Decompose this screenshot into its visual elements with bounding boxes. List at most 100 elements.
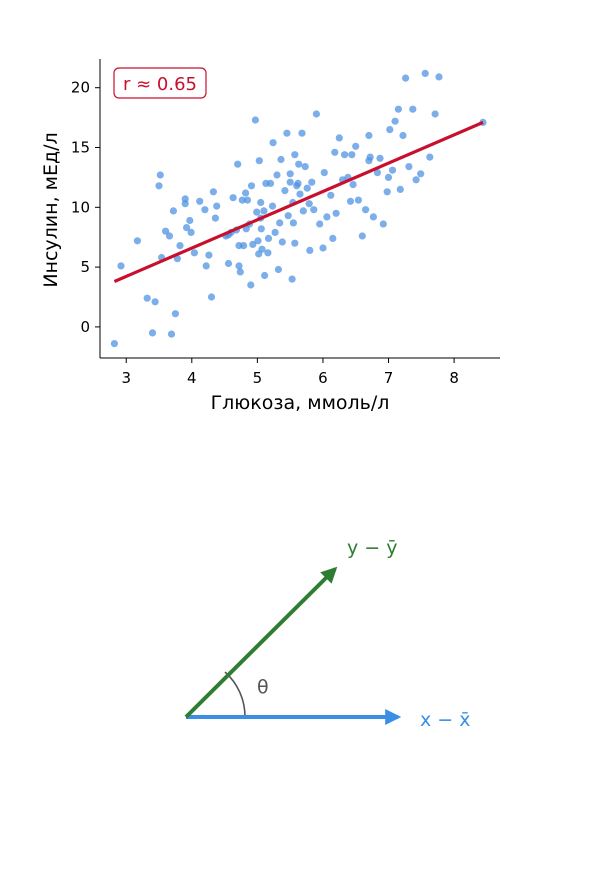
scatter-point [190, 249, 198, 257]
scatter-points [110, 69, 487, 348]
scatter-point [181, 200, 189, 208]
scatter-point [258, 245, 266, 253]
scatter-point [312, 110, 320, 118]
scatter-point [298, 129, 306, 137]
scatter-point [209, 188, 217, 196]
scatter-point [296, 190, 304, 198]
scatter-point [286, 178, 294, 186]
scatter-point [310, 206, 318, 214]
y-tick-label: 15 [71, 139, 90, 157]
scatter-point [247, 182, 256, 190]
scatter-point [281, 187, 289, 195]
scatter-point [286, 170, 294, 178]
scatter-point [183, 224, 191, 232]
scatter-point [224, 259, 233, 268]
scatter-point [162, 227, 170, 235]
y-tick-label: 0 [80, 318, 90, 336]
scatter-point [303, 184, 311, 192]
scatter-point [426, 153, 434, 161]
scatter-point [260, 207, 268, 215]
scatter-point [257, 225, 265, 233]
scatter-point [341, 151, 349, 159]
scatter-point [238, 196, 246, 204]
scatter-point [268, 202, 277, 210]
scatter-point [271, 228, 279, 236]
scatter-point [151, 298, 159, 306]
scatter-point [201, 206, 209, 214]
angle-label: θ [257, 676, 269, 698]
scatter-point [388, 166, 397, 174]
scatter-point [249, 240, 257, 248]
scatter-point [335, 134, 343, 142]
scatter-point [288, 275, 296, 283]
scatter-point [362, 206, 370, 214]
regression-line [113, 120, 484, 283]
scatter-point [391, 117, 399, 125]
x-tick-label: 6 [318, 369, 328, 387]
scatter-point [327, 191, 335, 199]
scatter-point [196, 197, 204, 205]
scatter-point [417, 170, 425, 178]
scatter-point [167, 330, 176, 338]
scatter-point [301, 163, 309, 171]
vector-y-label: y − ȳ [347, 537, 398, 559]
scatter-point [243, 196, 252, 204]
scatter-point [358, 232, 366, 240]
scatter-point [435, 73, 443, 81]
scatter-point [155, 182, 163, 190]
scatter-point [379, 220, 387, 228]
scatter-point [383, 188, 391, 196]
scatter-point [240, 242, 248, 250]
scatter-point [299, 207, 307, 215]
scatter-point [176, 242, 184, 250]
y-tick-label: 20 [71, 79, 90, 97]
scatter-point [253, 208, 261, 216]
scatter-point [264, 234, 273, 242]
scatter-point [348, 151, 356, 159]
scatter-point [284, 212, 292, 220]
scatter-point [156, 171, 164, 179]
x-tick-label: 8 [449, 369, 459, 387]
scatter-point [266, 179, 275, 187]
scatter-chart: 3 4 5 6 7 8 0 5 10 15 20 Глюкоза, ммоль/л Инсулин… [40, 59, 500, 414]
scatter-point [289, 219, 297, 227]
y-axis-label: Инсулин, мЕд/л [40, 132, 62, 287]
scatter-point [186, 216, 194, 225]
y-tick-label: 5 [80, 258, 90, 276]
scatter-point [205, 251, 213, 259]
scatter-point [236, 268, 244, 276]
scatter-point [354, 196, 362, 204]
scatter-point [117, 262, 125, 270]
scatter-point [247, 281, 255, 289]
scatter-point [295, 160, 303, 168]
vector-y-arrow [184, 566, 338, 719]
x-ticks: 3 4 5 6 7 8 [121, 358, 459, 387]
scatter-point [402, 74, 410, 82]
scatter-point [365, 157, 373, 165]
scatter-point [320, 169, 328, 177]
y-tick-label: 10 [71, 198, 90, 216]
scatter-point [405, 163, 413, 171]
scatter-point [316, 220, 324, 228]
scatter-point [291, 239, 299, 247]
scatter-point [308, 178, 316, 186]
scatter-point [213, 202, 221, 210]
scatter-point [255, 157, 263, 165]
scatter-point [373, 169, 381, 177]
scatter-point [251, 116, 259, 124]
scatter-point [242, 189, 250, 197]
scatter-point [187, 228, 195, 236]
scatter-point [169, 207, 177, 215]
scatter-point [257, 198, 265, 207]
scatter-point [211, 214, 219, 222]
scatter-point [291, 151, 299, 159]
scatter-point [261, 271, 269, 280]
scatter-point [386, 126, 394, 134]
scatter-point [234, 160, 242, 168]
scatter-point [264, 249, 272, 257]
scatter-point [207, 293, 216, 301]
scatter-point [384, 173, 393, 181]
correlation-annotation: r ≈ 0.65 [113, 67, 207, 99]
scatter-point [399, 131, 407, 140]
scatter-point [412, 176, 420, 184]
